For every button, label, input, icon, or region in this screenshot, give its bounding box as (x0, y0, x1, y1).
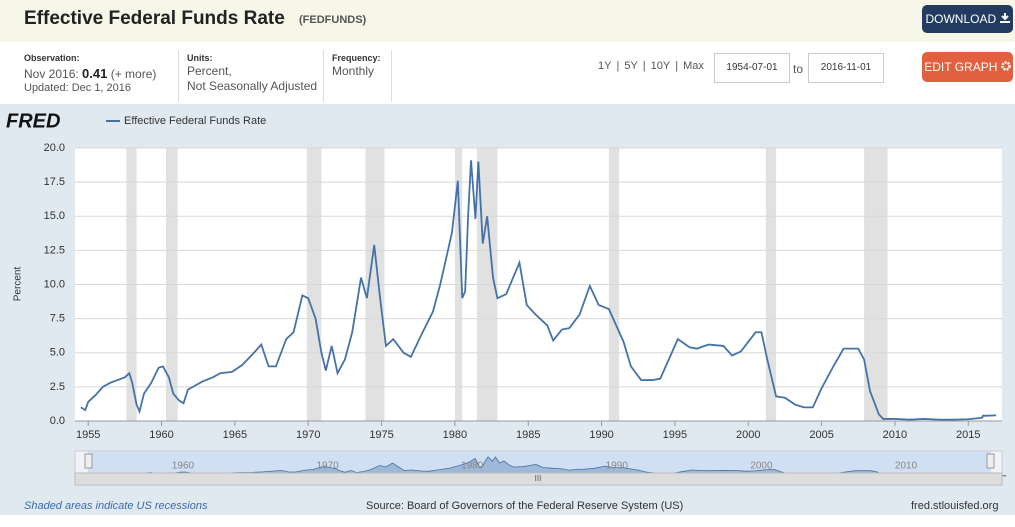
navigator-handle (84, 453, 93, 469)
x-tick-label: 2000 (736, 429, 760, 441)
x-tick-label: 2005 (809, 429, 833, 441)
navigator-label: 1990 (606, 461, 629, 472)
y-tick-label: 5.0 (50, 347, 65, 359)
x-tick-label: 1960 (149, 429, 173, 441)
source: Source: Board of Governors of the Federa… (366, 500, 684, 512)
page-title: Effective Federal Funds Rate (24, 8, 285, 29)
chart: FRED Percent 0.0 2.5 5.0 7.5 10.0 12.5 15.0 17.… (6, 110, 1007, 486)
separator (178, 50, 179, 102)
navigator-label: 2010 (895, 461, 918, 472)
updated: Updated: Dec 1, 2016 (24, 82, 132, 94)
navigator-label: 1980 (461, 461, 484, 472)
scrollbar-grip: III (535, 474, 542, 483)
to-label: to (793, 62, 804, 76)
range-link[interactable]: 5Y (624, 60, 638, 72)
series-line (80, 160, 997, 421)
header-bar (0, 0, 1015, 42)
separator (323, 50, 324, 102)
range-links: 1Y | 5Y | 10Y | Max (598, 60, 704, 72)
navigator-label: 2000 (750, 461, 773, 472)
site: fred.stlouisfed.org (911, 500, 999, 512)
y-tick-label: 15.0 (44, 210, 65, 222)
frequency: Monthly (332, 64, 375, 78)
range-link[interactable]: 1Y (598, 60, 612, 72)
navigator-label: 1960 (172, 461, 195, 472)
range-link[interactable]: Max (683, 60, 704, 72)
navigator-window (88, 451, 991, 473)
y-tick-label: 0.0 (50, 415, 65, 427)
separator: | (616, 60, 620, 72)
x-tick-label: 1995 (663, 429, 687, 441)
download-button[interactable]: DOWNLOAD (922, 5, 1013, 33)
y-tick-label: 7.5 (50, 313, 65, 325)
observation-label: Observation: (24, 53, 80, 63)
download-label: DOWNLOAD (925, 12, 997, 26)
separator (391, 50, 392, 102)
range-link[interactable]: 10Y (650, 60, 671, 72)
legend-label: Effective Federal Funds Rate (124, 115, 266, 127)
edit-graph-label: EDIT GRAPH (924, 60, 998, 74)
x-tick-label: 1975 (369, 429, 393, 441)
download-icon (999, 13, 1010, 23)
units-label: Units: (187, 53, 213, 63)
y-tick-label: 20.0 (44, 142, 65, 154)
more-link[interactable]: (+ more) (110, 67, 157, 81)
units: Percent, (187, 64, 232, 78)
frequency-label: Frequency: (332, 53, 381, 63)
x-tick-label: 1965 (223, 429, 247, 441)
units: Not Seasonally Adjusted (187, 79, 318, 93)
edit-graph-button[interactable]: EDIT GRAPH (922, 52, 1013, 82)
series-id: (FEDFUNDS) (299, 14, 367, 26)
y-tick-label: 2.5 (50, 381, 65, 393)
separator: | (675, 60, 679, 72)
navigator-handle (986, 453, 995, 469)
observation-value: 0.41 (82, 66, 108, 81)
observation-date: Nov 2016: (24, 67, 79, 81)
y-tick-label: 10.0 (44, 278, 65, 290)
x-tick-label: 1970 (296, 429, 320, 441)
x-tick-label: 1990 (589, 429, 613, 441)
x-tick-label: 1980 (443, 429, 467, 441)
end-date-input[interactable]: 2016-11-01 (808, 53, 884, 83)
y-tick-label: 12.5 (44, 244, 65, 256)
navigator-label: 1970 (316, 461, 339, 472)
y-tick-label: 17.5 (44, 176, 65, 188)
start-date-input[interactable]: 1954-07-01 (714, 53, 790, 83)
scrollbar (74, 472, 1003, 486)
recession-note: Shaded areas indicate US recessions (24, 500, 208, 512)
fred-logo: FRED (6, 110, 60, 132)
separator: | (642, 60, 646, 72)
x-tick-label: 2015 (956, 429, 980, 441)
x-tick-label: 2010 (883, 429, 907, 441)
x-tick-label: 1955 (76, 429, 100, 441)
x-tick-label: 1985 (516, 429, 540, 441)
y-axis-label: Percent (13, 267, 24, 302)
gear-icon (1000, 61, 1011, 71)
